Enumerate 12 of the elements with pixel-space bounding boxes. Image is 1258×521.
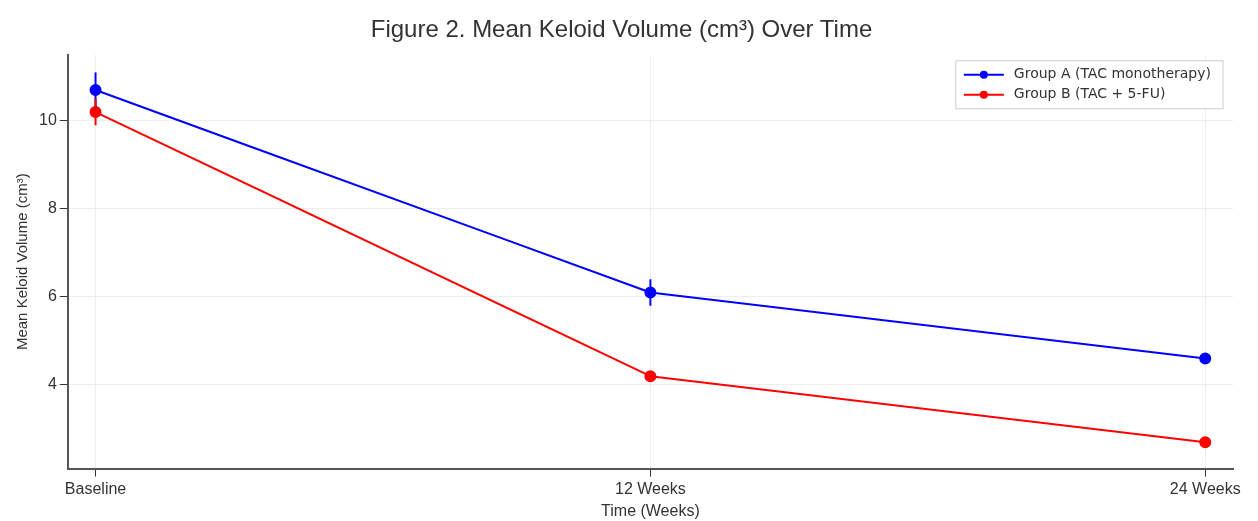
x-tick-label: 24 Weeks	[1169, 479, 1241, 497]
y-tick-label: 10	[39, 111, 57, 129]
x-tick-label: 12 Weeks	[614, 479, 686, 497]
y-tick-label: 4	[47, 375, 57, 393]
legend-label: Group A (TAC monotherapy)	[1013, 65, 1211, 82]
chart-title: Figure 2. Mean Keloid Volume (cm³) Over Time	[370, 15, 873, 43]
x-tick-label: Baseline	[64, 479, 127, 497]
y-axis-title: Mean Keloid Volume (cm³)	[13, 173, 31, 351]
x-axis-title: Time (Weeks)	[601, 501, 700, 519]
y-tick-label: 6	[47, 287, 57, 305]
legend-label: Group B (TAC + 5-FU)	[1013, 85, 1166, 102]
y-tick-label: 8	[47, 199, 57, 217]
